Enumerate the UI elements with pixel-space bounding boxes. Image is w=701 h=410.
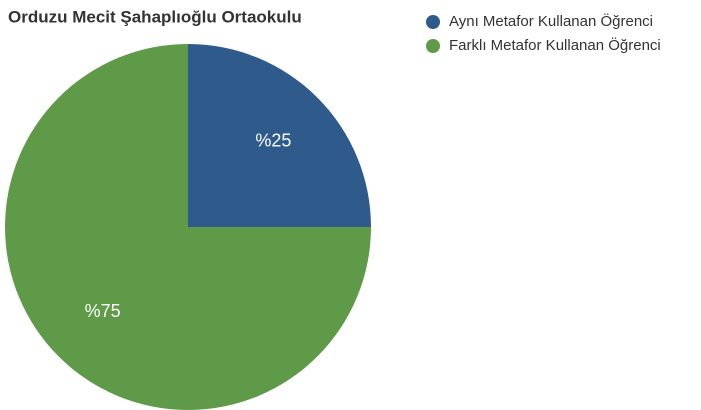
legend-label: Farklı Metafor Kullanan Öğrenci (449, 36, 661, 54)
legend-label: Aynı Metafor Kullanan Öğrenci (449, 12, 653, 30)
pie-slice (188, 44, 371, 227)
legend-marker (426, 39, 440, 53)
legend-marker (426, 15, 440, 29)
pie-slice (5, 44, 371, 410)
slice-label: %75 (85, 301, 121, 321)
slice-label: %25 (255, 130, 291, 150)
chart-title: Orduzu Mecit Şahaplıoğlu Ortaokulu (8, 7, 302, 26)
